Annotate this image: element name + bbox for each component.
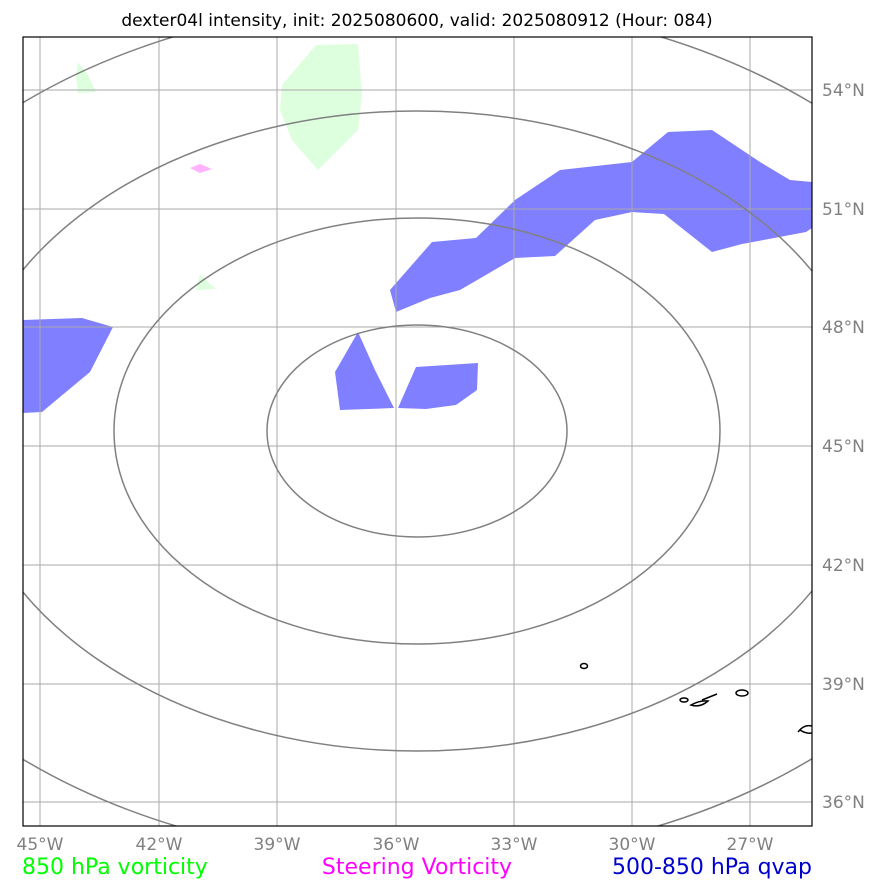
contour-small	[797, 724, 812, 733]
y-tick-label: 39°N	[822, 675, 865, 695]
contour-small	[689, 700, 710, 707]
graticule	[23, 37, 812, 826]
x-tick-label: 42°W	[136, 835, 183, 855]
contour-small	[799, 729, 812, 734]
vorticity-850-patch	[196, 274, 216, 290]
qvap-patch	[398, 363, 478, 409]
figure-title: dexter04l intensity, init: 2025080600, v…	[121, 11, 712, 31]
qvap-patch	[335, 332, 394, 410]
vorticity-850-patch	[76, 62, 96, 93]
x-tick-label: 39°W	[254, 835, 301, 855]
range-ring-outer	[23, 110, 812, 752]
steering-vorticity-layer	[190, 164, 212, 173]
y-tick-label: 51°N	[822, 200, 865, 220]
x-tick-label: 33°W	[491, 835, 538, 855]
x-tick-label: 30°W	[609, 835, 656, 855]
map-panel	[23, 37, 812, 826]
qvap-patch	[23, 318, 113, 413]
qvap-patch	[390, 130, 812, 312]
x-axis-labels: 45°W 42°W 39°W 36°W 33°W 30°W 27°W	[17, 835, 774, 855]
legend-qvap: 500-850 hPa qvap	[612, 855, 812, 880]
range-ring-inner	[266, 324, 568, 538]
map-frame	[22, 36, 813, 827]
contour-small	[735, 689, 749, 697]
vorticity-850-layer	[76, 44, 362, 290]
contour-small	[679, 697, 689, 703]
y-tick-label: 36°N	[822, 793, 865, 813]
y-axis-labels: 54°N 51°N 48°N 45°N 42°N 39°N 36°N	[822, 81, 865, 813]
vorticity-850-patch	[280, 44, 362, 170]
x-tick-label: 27°W	[727, 835, 774, 855]
x-tick-label: 45°W	[17, 835, 64, 855]
y-tick-label: 54°N	[822, 81, 865, 101]
steering-vorticity-patch	[190, 164, 212, 173]
black-contours	[579, 662, 812, 734]
x-tick-label: 36°W	[373, 835, 420, 855]
y-tick-label: 48°N	[822, 318, 865, 338]
qvap-layer	[23, 130, 812, 413]
legend-steering-vorticity: Steering Vorticity	[322, 855, 512, 880]
range-ring-middle	[113, 217, 721, 645]
range-rings	[23, 37, 812, 826]
legend-850-vorticity: 850 hPa vorticity	[22, 855, 208, 880]
contour-small	[701, 693, 718, 701]
y-tick-label: 45°N	[822, 437, 865, 457]
legend: 850 hPa vorticity Steering Vorticity 500…	[22, 855, 812, 880]
contour-small	[579, 662, 589, 670]
y-tick-label: 42°N	[822, 556, 865, 576]
